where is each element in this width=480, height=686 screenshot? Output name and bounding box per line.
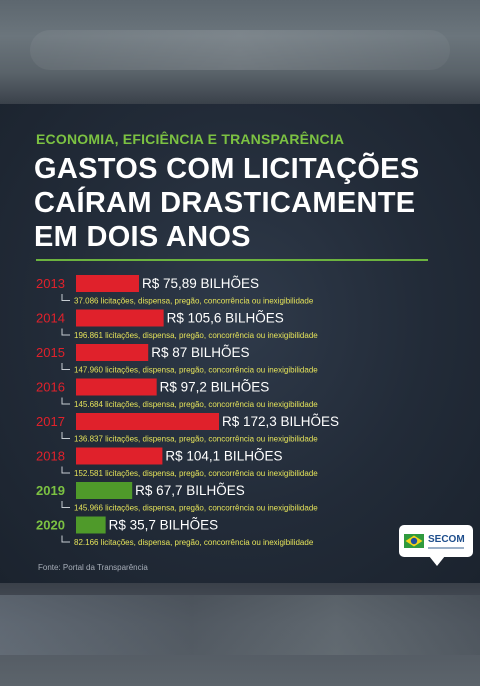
blurred-background-bottom [0,583,480,686]
green-divider [36,259,428,261]
logo-text: SECOM [428,533,465,545]
spending-bar-chart: 2013 R$ 75,89 BILHÕES 37.086 licitações, d… [36,275,339,547]
value-label: R$ 104,1 BILHÕES [165,449,282,464]
blurred-background-top [0,0,480,104]
connector-line [61,363,70,370]
count-sublabel: 145.966 licitações, dispensa, pregão, co… [74,504,318,513]
connector-line [61,397,70,405]
count-sublabel: 196.861 licitações, dispensa, pregão, co… [74,331,318,340]
connector-line [61,328,70,336]
bar [76,516,106,534]
bar [76,482,133,499]
year-label: 2015 [36,345,65,360]
bar [76,413,219,430]
year-label: 2014 [36,311,65,326]
main-title: GASTOS COM LICITAÇÕES CAÍRAM DRASTICAMEN… [34,152,419,254]
logo-underline [428,546,464,549]
value-label: R$ 105,6 BILHÕES [167,311,284,326]
title-line: GASTOS COM LICITAÇÕES [34,153,420,185]
title-line: EM DOIS ANOS [34,221,251,253]
count-sublabel: 152.581 licitações, dispensa, pregão, co… [74,469,318,478]
secom-logo: SECOM [399,525,473,566]
source-note: Fonte: Portal da Transparência [38,563,148,572]
year-label: 2016 [36,380,65,395]
connector-line [61,535,70,543]
year-label: 2020 [36,518,65,533]
brazil-flag-icon [404,534,424,548]
bar [76,344,149,361]
value-label: R$ 87 BILHÕES [151,345,249,360]
connector-line [61,294,70,301]
bar [76,309,164,327]
infographic-card: ECONOMIA, EFICIÊNCIA E TRANSPARÊNCIA GAS… [0,104,480,583]
value-label: R$ 75,89 BILHÕES [142,276,259,291]
value-label: R$ 172,3 BILHÕES [222,414,339,429]
count-sublabel: 147.960 licitações, dispensa, pregão, co… [74,366,318,375]
value-label: R$ 97,2 BILHÕES [160,380,270,395]
title-line: CAÍRAM DRASTICAMENTE [34,187,416,219]
bar [76,447,163,465]
count-sublabel: 136.837 licitações, dispensa, pregão, co… [74,435,318,444]
year-label: 2013 [36,276,65,291]
value-label: R$ 67,7 BILHÕES [135,483,245,498]
value-label: R$ 35,7 BILHÕES [109,518,219,533]
connector-line [61,466,70,474]
count-sublabel: 37.086 licitações, dispensa, pregão, con… [74,297,314,306]
count-sublabel: 82.166 licitações, dispensa, pregão, con… [74,538,314,547]
count-sublabel: 145.684 licitações, dispensa, pregão, co… [74,400,318,409]
bar [76,378,157,396]
connector-line [61,501,70,508]
year-label: 2017 [36,414,65,429]
year-label: 2018 [36,449,65,464]
bar [76,275,139,292]
connector-line [61,432,70,439]
kicker-heading: ECONOMIA, EFICIÊNCIA E TRANSPARÊNCIA [36,131,345,147]
year-label: 2019 [36,483,65,498]
